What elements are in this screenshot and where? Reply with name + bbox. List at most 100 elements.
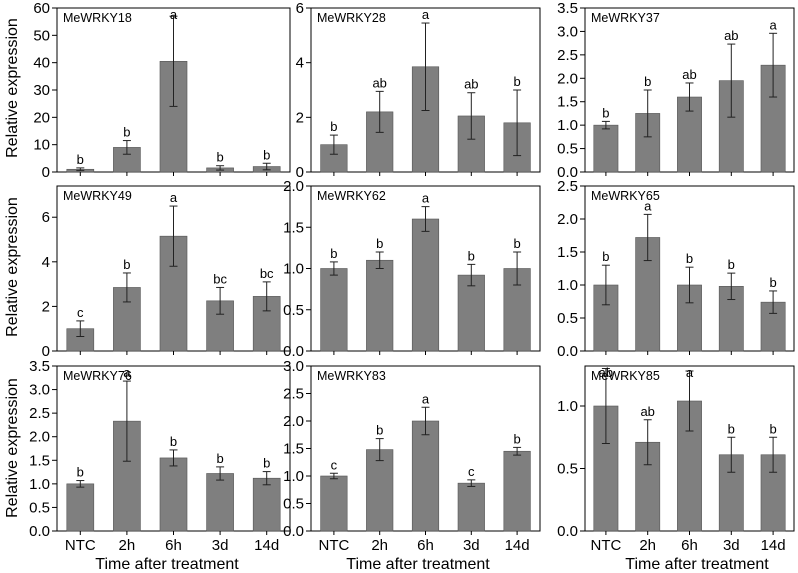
significance-letter: b — [769, 275, 776, 290]
x-tick-label: 14d — [761, 537, 786, 554]
panel-title: MeWRKY28 — [317, 11, 386, 25]
x-tick-label: 14d — [254, 537, 279, 554]
x-tick-label: NTC — [590, 537, 621, 554]
bar-ntc — [320, 475, 348, 532]
y-tick-label: 1.5 — [557, 244, 578, 261]
panel-mewrky83: 0.0 0.5 1.0 1.5 2.0 2.5 3.0 MeWRKY83 c NTC b 2h a 6h c… — [283, 358, 541, 554]
significance-letter: b — [728, 421, 735, 436]
bar-3d — [457, 274, 485, 352]
y-tick-label: 2.0 — [29, 429, 50, 446]
panel-title: MeWRKY83 — [317, 369, 386, 383]
significance-letter: b — [330, 119, 337, 134]
y-tick-label: 3.5 — [29, 358, 50, 375]
y-tick-label: 0.0 — [283, 523, 304, 540]
significance-letter: bc — [260, 266, 274, 281]
significance-letter: b — [602, 249, 609, 264]
bar-6h — [411, 218, 440, 352]
y-tick-label: 0 — [296, 164, 304, 181]
x-tick-label: 3d — [723, 537, 740, 554]
significance-letter: ab — [640, 404, 654, 419]
significance-letter: ab — [372, 75, 386, 90]
significance-letter: b — [513, 74, 520, 89]
panel-title: MeWRKY37 — [591, 11, 660, 25]
x-tick-label: NTC — [65, 537, 96, 554]
x-tick-label: 2h — [639, 537, 656, 554]
significance-letter: b — [602, 105, 609, 120]
y-tick-label: 2.0 — [283, 413, 304, 430]
significance-letter: c — [331, 457, 338, 472]
panel-mewrky76: 0.0 0.5 1.0 1.5 2.0 2.5 3.0 3.5 MeWRKY76 b NTC a 2h b… — [29, 358, 291, 554]
y-tick-label: 2.5 — [283, 386, 304, 403]
x-tick-label: 3d — [463, 537, 480, 554]
x-axis-title-col-1: Time after treatment — [95, 556, 239, 573]
y-tick-label: 1.5 — [283, 219, 304, 236]
y-tick-label: 0.0 — [557, 523, 578, 540]
y-tick-label: 30 — [33, 82, 50, 99]
panel-title: MeWRKY18 — [63, 11, 132, 25]
panel-title: MeWRKY65 — [591, 189, 660, 203]
significance-letter: b — [123, 257, 130, 272]
bar-ntc — [66, 483, 95, 532]
x-axis-title-col-2: Time after treatment — [346, 556, 490, 573]
y-tick-label: 0.5 — [557, 461, 578, 478]
x-tick-label: 6h — [165, 537, 182, 554]
significance-letter: c — [77, 305, 84, 320]
y-tick-label: 0.0 — [557, 164, 578, 181]
y-axis-label-row-2: Relative expression — [4, 197, 21, 337]
bar-3d — [206, 473, 234, 532]
y-tick-label: 20 — [33, 109, 50, 126]
x-tick-label: 6h — [681, 537, 698, 554]
y-tick-label: 2 — [42, 298, 50, 315]
significance-letter: ab — [724, 28, 738, 43]
significance-letter: b — [513, 431, 520, 446]
x-tick-label: 2h — [371, 537, 388, 554]
significance-letter: a — [422, 191, 430, 206]
bar-6h — [159, 457, 188, 532]
bar-14d — [503, 450, 531, 532]
y-tick-label: 1.5 — [557, 94, 578, 111]
y-tick-label: 1.0 — [29, 476, 50, 493]
bar-ntc — [320, 268, 348, 352]
x-axis-title-col-3: Time after treatment — [625, 556, 769, 573]
panel-mewrky62: 0.0 0.5 1.0 1.5 2.0 MeWRKY62 b b a b b — [283, 178, 541, 360]
panel-title: MeWRKY62 — [317, 189, 386, 203]
significance-letter: a — [644, 198, 652, 213]
significance-letter: b — [330, 246, 337, 261]
significance-letter: b — [644, 74, 651, 89]
y-tick-label: 0.5 — [283, 496, 304, 513]
y-tick-label: 3.0 — [283, 358, 304, 375]
x-tick-label: 3d — [212, 537, 229, 554]
panel-mewrky18: 0 10 20 30 40 50 60 MeWRKY18 b b a b b — [33, 0, 291, 181]
y-tick-label: 3.5 — [557, 0, 578, 17]
bar-6h — [411, 420, 440, 532]
significance-letter: b — [513, 236, 520, 251]
significance-letter: b — [686, 251, 693, 266]
y-tick-label: 2 — [296, 109, 304, 126]
x-tick-label: 2h — [119, 537, 136, 554]
significance-letter: ab — [464, 77, 478, 92]
y-tick-label: 1.5 — [283, 441, 304, 458]
significance-letter: b — [376, 423, 383, 438]
y-tick-label: 2.0 — [557, 70, 578, 87]
y-tick-label: 2.0 — [283, 178, 304, 195]
significance-letter: b — [728, 257, 735, 272]
y-tick-label: 0.0 — [557, 343, 578, 360]
significance-letter: b — [263, 456, 270, 471]
panel-title: MeWRKY85 — [591, 369, 660, 383]
y-tick-label: 3.0 — [29, 382, 50, 399]
bar-14d — [252, 477, 281, 532]
y-axis-label-row-1: Relative expression — [4, 18, 21, 158]
y-tick-label: 1.0 — [557, 117, 578, 134]
y-tick-label: 3.0 — [557, 23, 578, 40]
significance-letter: b — [77, 152, 84, 167]
y-tick-label: 1.0 — [283, 261, 304, 278]
significance-letter: b — [769, 421, 776, 436]
y-tick-label: 0.5 — [557, 310, 578, 327]
significance-letter: b — [263, 147, 270, 162]
panel-mewrky49: 0 2 4 6 MeWRKY49 c b a bc bc — [42, 185, 291, 360]
y-tick-label: 50 — [33, 27, 50, 44]
y-tick-label: 1.0 — [283, 468, 304, 485]
significance-letter: a — [422, 7, 430, 22]
significance-letter: ab — [599, 365, 613, 380]
significance-letter: a — [123, 365, 131, 380]
